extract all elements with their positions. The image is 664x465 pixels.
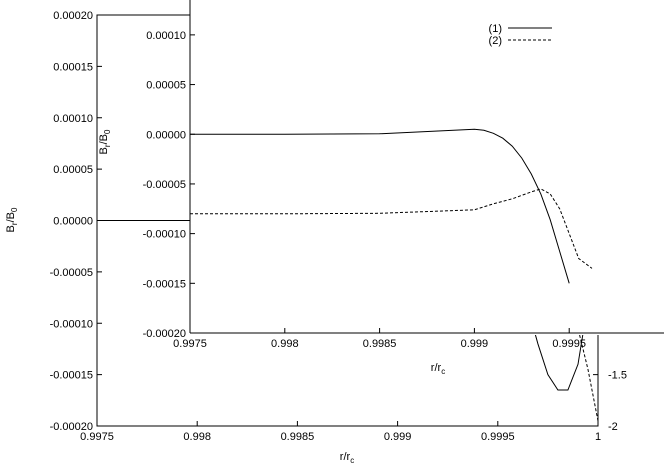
x-tick-label: 0.9995 <box>481 431 515 443</box>
x-tick-label: 0.999 <box>461 338 489 350</box>
x-axis-label: r/rc <box>340 451 354 465</box>
y-tick-label: 0.00005 <box>146 80 186 92</box>
y-tick-label: 0.00010 <box>146 30 186 42</box>
x-tick-label: 0.998 <box>271 338 299 350</box>
y2-tick-label: -1.5 <box>608 370 627 382</box>
x-tick-label: 0.9985 <box>363 338 397 350</box>
y-tick-label: 0.00020 <box>53 10 93 22</box>
x-tick-label: 0.9975 <box>173 338 207 350</box>
y-tick-label: 0.00005 <box>53 164 93 176</box>
x-axis-label: r/rc <box>431 362 445 376</box>
series-line-1 <box>190 128 570 284</box>
y-tick-label: -0.00010 <box>143 229 186 241</box>
y-tick-label: -0.00010 <box>50 318 93 330</box>
y-tick-label: -0.00015 <box>143 278 186 290</box>
legend-label-1: (1) <box>489 23 502 35</box>
x-tick-label: 0.9985 <box>281 431 315 443</box>
x-tick-label: 0.9975 <box>80 431 114 443</box>
y-tick-label: -0.00020 <box>50 421 93 433</box>
inset-background <box>190 0 664 335</box>
x-tick-label: 0.999 <box>384 431 412 443</box>
legend-label-2: (2) <box>489 35 502 47</box>
y-tick-label: 0.00000 <box>146 129 186 141</box>
y-tick-label: 0.00015 <box>53 61 93 73</box>
y-tick-label: 0.00000 <box>53 216 93 228</box>
y-tick-label: -0.00005 <box>50 267 93 279</box>
x-tick-label: 0.9995 <box>552 338 586 350</box>
y-tick-label: 0.00010 <box>53 113 93 125</box>
y2-tick-label: -2 <box>608 421 618 433</box>
y-tick-label: -0.00020 <box>143 328 186 340</box>
inset-chart: 0.9975 0.998 0.9985 0.999 0.9995 -0.00020 -0.0… <box>98 0 664 376</box>
y-tick-label: -0.00015 <box>50 370 93 382</box>
y-axis-label: Br/B0 <box>5 207 19 232</box>
x-tick-label: 1 <box>595 431 601 443</box>
x-tick-label: 0.998 <box>183 431 211 443</box>
y-tick-label: -0.00005 <box>143 179 186 191</box>
y-axis-label: Br/B0 <box>98 129 112 154</box>
